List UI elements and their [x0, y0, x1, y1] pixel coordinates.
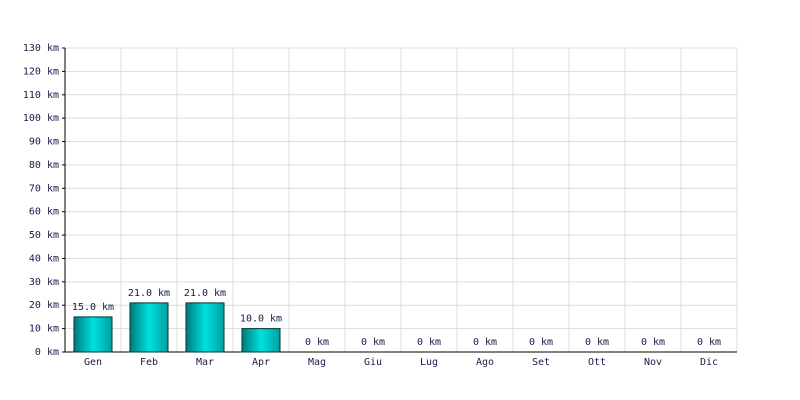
value-label: 0 km [473, 337, 497, 348]
value-label: 0 km [305, 337, 329, 348]
value-label: 21.0 km [184, 288, 226, 299]
value-label: 0 km [529, 337, 553, 348]
y-tick-label: 40 km [29, 253, 59, 264]
x-tick-label: Ott [588, 357, 606, 368]
x-tick-label: Dic [700, 357, 718, 368]
value-label: 0 km [585, 337, 609, 348]
x-tick-label: Nov [644, 357, 662, 368]
y-tick-label: 80 km [29, 160, 59, 171]
y-tick-label: 100 km [23, 113, 59, 124]
y-tick-label: 90 km [29, 137, 59, 148]
y-tick-label: 30 km [29, 277, 59, 288]
value-label: 15.0 km [72, 302, 114, 313]
value-label: 21.0 km [128, 288, 170, 299]
value-label: 0 km [417, 337, 441, 348]
x-tick-label: Gen [84, 357, 102, 368]
x-tick-label: Feb [140, 357, 158, 368]
y-tick-label: 120 km [23, 66, 59, 77]
x-tick-label: Set [532, 357, 550, 368]
y-tick-label: 20 km [29, 300, 59, 311]
x-tick-label: Lug [420, 357, 438, 368]
bar [241, 328, 281, 353]
y-tick-label: 50 km [29, 230, 59, 241]
y-tick-label: 60 km [29, 207, 59, 218]
y-tick-label: 0 km [35, 347, 59, 358]
x-tick-label: Apr [252, 357, 270, 368]
y-tick-label: 130 km [23, 43, 59, 54]
bar [185, 302, 225, 353]
x-tick-label: Mag [308, 357, 326, 368]
x-tick-label: Mar [196, 357, 214, 368]
y-tick-label: 10 km [29, 324, 59, 335]
value-label: 10.0 km [240, 314, 282, 325]
y-tick-label: 110 km [23, 90, 59, 101]
bar [129, 302, 169, 353]
value-label: 0 km [361, 337, 385, 348]
y-tick-label: 70 km [29, 183, 59, 194]
value-label: 0 km [641, 337, 665, 348]
bar [73, 316, 113, 353]
x-tick-label: Giu [364, 357, 382, 368]
x-tick-label: Ago [476, 357, 494, 368]
value-label: 0 km [697, 337, 721, 348]
